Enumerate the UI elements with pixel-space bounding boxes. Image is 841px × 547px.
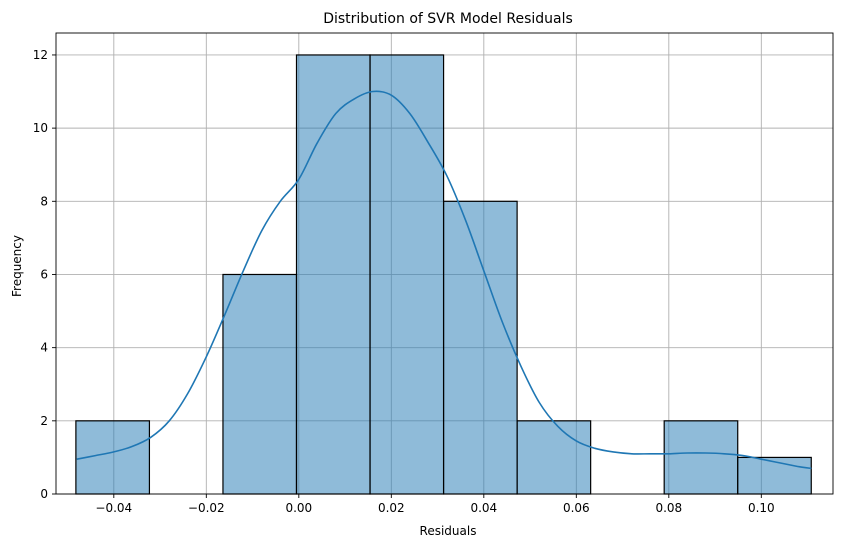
x-tick-label: −0.04 [95, 501, 132, 515]
y-tick-label: 8 [40, 194, 48, 208]
x-tick-label: 0.00 [285, 501, 312, 515]
histogram-bar [295, 54, 371, 495]
x-tick-label: 0.08 [655, 501, 682, 515]
histogram-bar [369, 54, 445, 495]
histogram-bar [516, 420, 592, 495]
y-axis-label: Frequency [10, 235, 24, 297]
histogram-bar [442, 200, 518, 495]
y-tick-label: 10 [33, 121, 48, 135]
y-tick-label: 4 [40, 341, 48, 355]
y-axis-ticks: 0 2 4 6 8 10 12 [33, 48, 56, 501]
x-tick-label: −0.02 [188, 501, 225, 515]
histogram-bars [75, 54, 812, 495]
x-tick-label: 0.10 [748, 501, 775, 515]
y-tick-label: 2 [40, 414, 48, 428]
plot-frame [55, 32, 834, 495]
y-tick-label: 12 [33, 48, 48, 62]
x-axis-ticks: −0.04 −0.02 0.00 0.02 0.04 0.06 0.08 0.10 [95, 494, 775, 515]
x-tick-label: 0.06 [563, 501, 590, 515]
histogram-bar [737, 456, 812, 495]
x-tick-label: 0.02 [378, 501, 405, 515]
y-tick-label: 6 [40, 267, 48, 281]
y-tick-label: 0 [40, 487, 48, 501]
chart-title: Distribution of SVR Model Residuals [323, 11, 573, 27]
histogram-bar [663, 420, 739, 495]
x-axis-label: Residuals [420, 524, 477, 538]
histogram-bar [222, 273, 298, 495]
kde-curve [76, 90, 812, 470]
x-tick-label: 0.04 [470, 501, 497, 515]
